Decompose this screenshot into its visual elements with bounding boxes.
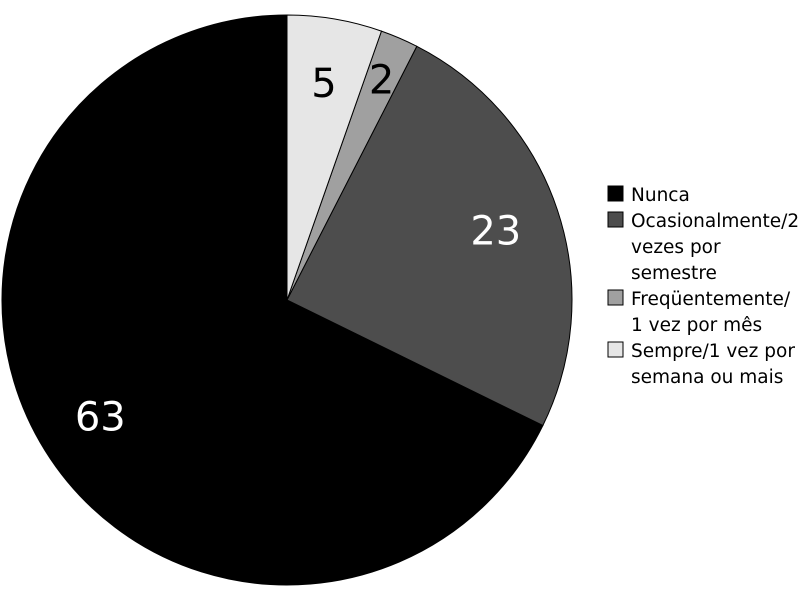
data-label-3: 2 — [369, 58, 394, 104]
data-label-1: 63 — [75, 394, 126, 440]
legend-swatch-4 — [607, 341, 624, 358]
legend-swatch-1 — [607, 185, 624, 202]
legend-label-3-line-2: 1 vez por mês — [631, 315, 762, 336]
pie-data-labels: 63 23 25 — [75, 58, 521, 441]
legend-label-1-line-1: Nunca — [631, 185, 690, 206]
legend-label-2-line-1: Ocasionalmente/2 — [631, 211, 799, 232]
legend-label-2-line-2: vezes por — [631, 237, 721, 258]
data-label-2: 23 — [470, 209, 521, 255]
legend-label-3-line-1: Freqüentemente/ — [631, 289, 791, 310]
pie-slice-4 — [286, 14, 383, 301]
legend-swatch-3 — [607, 289, 624, 306]
pie-slice-2 — [286, 45, 573, 427]
pie-slices — [1, 14, 573, 586]
pie-slice-1 — [1, 14, 544, 586]
legend-label-4-line-2: semana ou mais — [631, 367, 783, 388]
data-label-4: 5 — [311, 61, 336, 107]
legend: Nunca Ocasionalmente/2 vezes por semestre Fr… — [607, 185, 799, 388]
legend-label-2-line-3: semestre — [631, 263, 717, 284]
legend-label-4-line-1: Sempre/1 vez por — [631, 341, 795, 362]
legend-swatch-2 — [607, 211, 624, 228]
